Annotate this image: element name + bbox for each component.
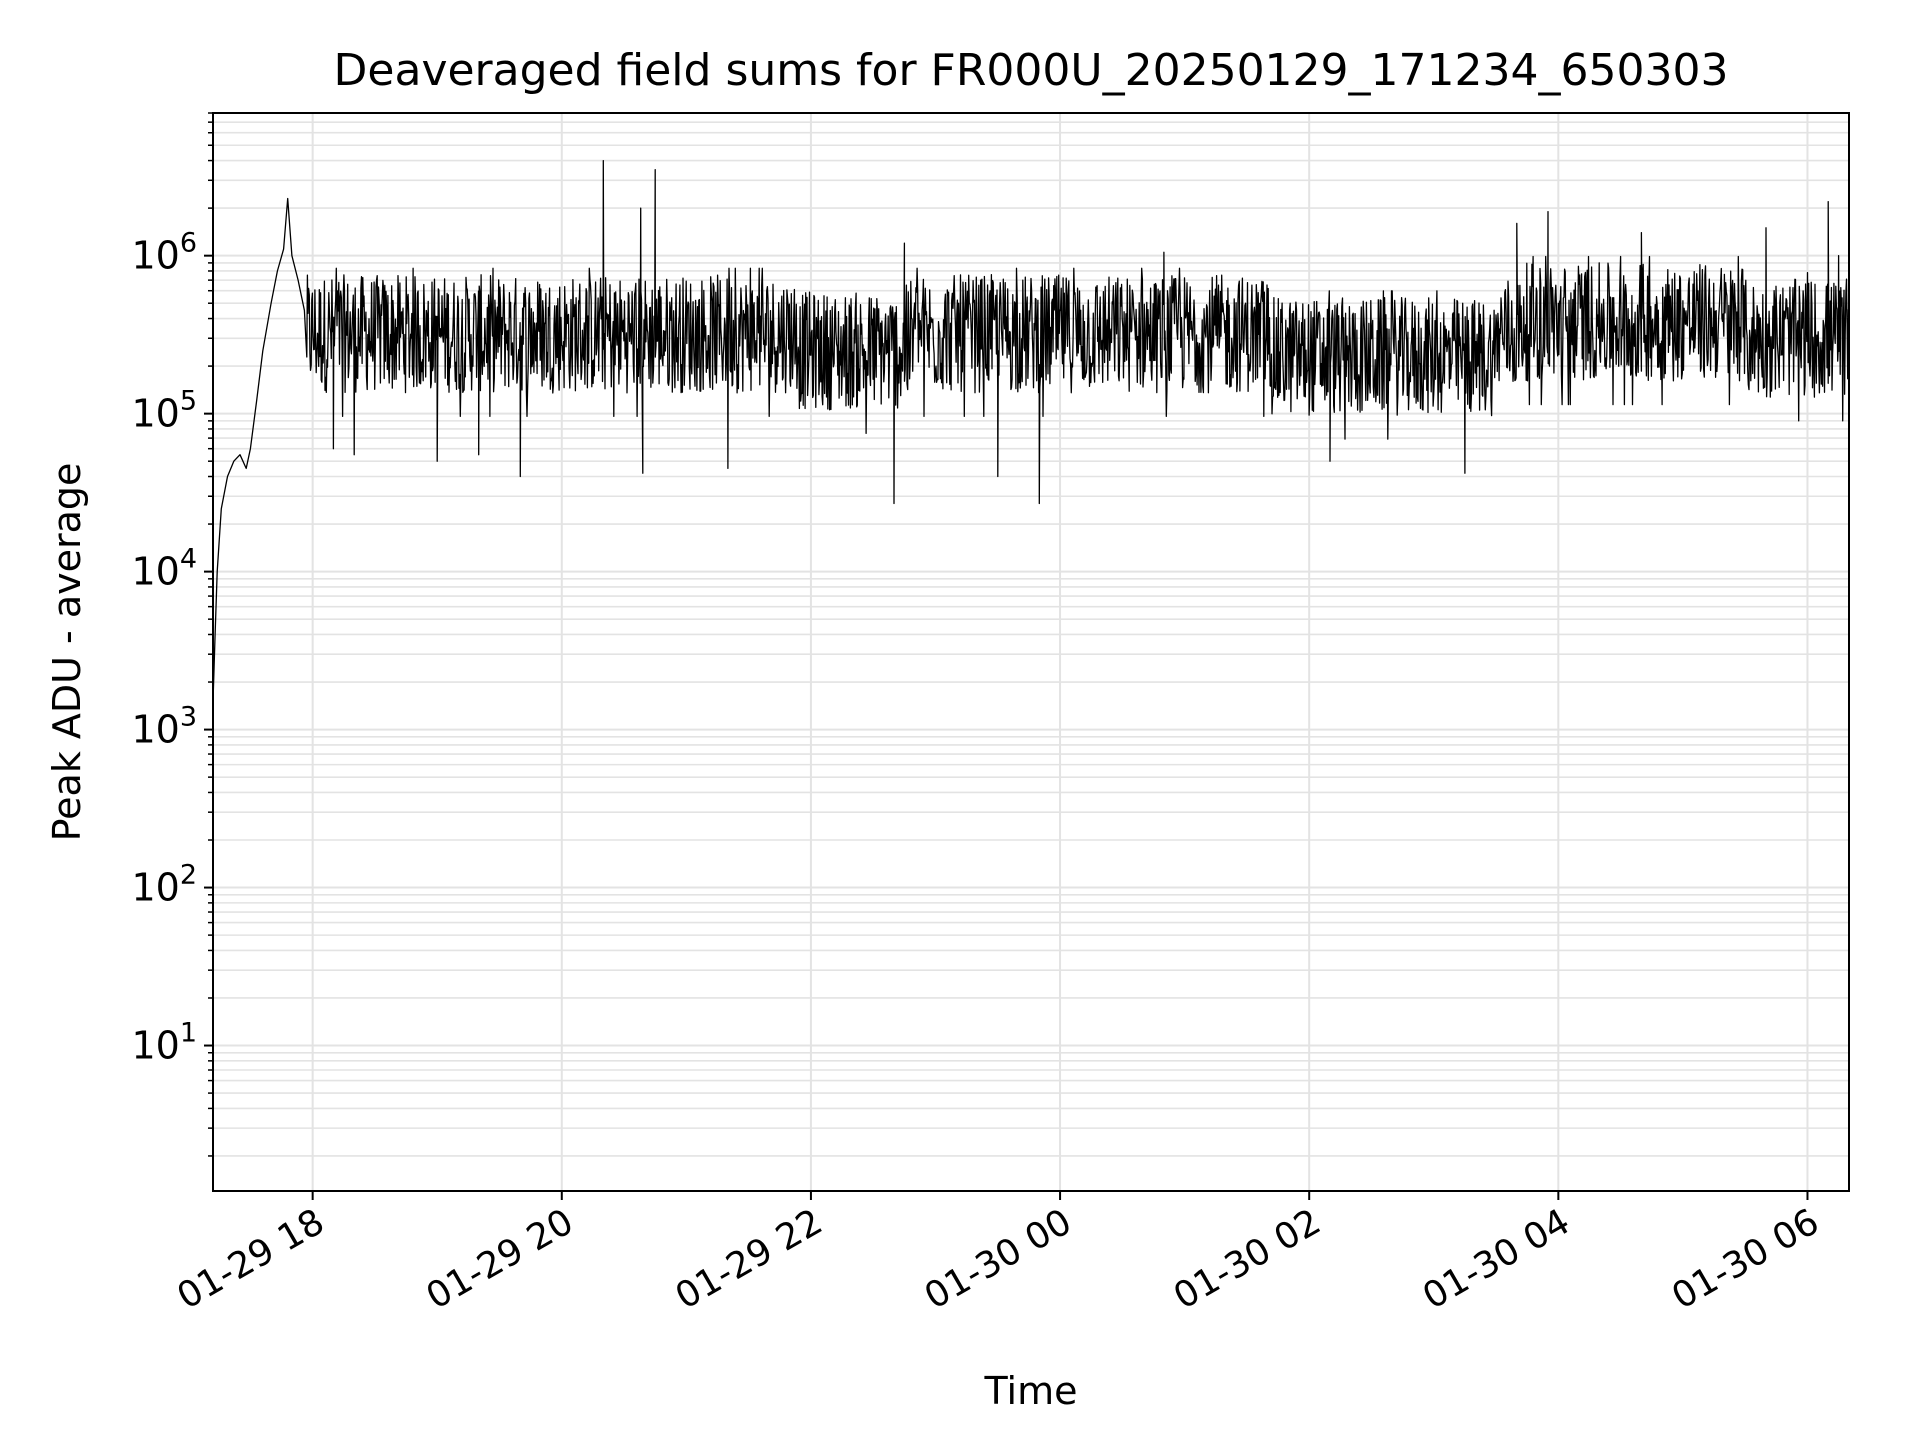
grid (213, 112, 1849, 1191)
y-tick-label: 102 (131, 860, 197, 910)
y-tick-label: 104 (131, 544, 197, 594)
y-tick-label: 103 (131, 702, 197, 752)
y-tick-label: 105 (131, 386, 197, 436)
y-tick-label: 101 (131, 1018, 197, 1068)
x-axis-label: Time (984, 1369, 1078, 1413)
y-tick-label: 106 (131, 228, 197, 278)
y-axis: 101 102 103 104 105 106 (131, 112, 213, 1157)
chart-title: Deaveraged field sums for FR000U_2025012… (334, 45, 1729, 96)
plot-area (213, 159, 1849, 702)
plot-frame (212, 112, 1850, 1192)
y-axis-label: Peak ADU - average (45, 463, 89, 842)
series-line (213, 159, 1849, 702)
